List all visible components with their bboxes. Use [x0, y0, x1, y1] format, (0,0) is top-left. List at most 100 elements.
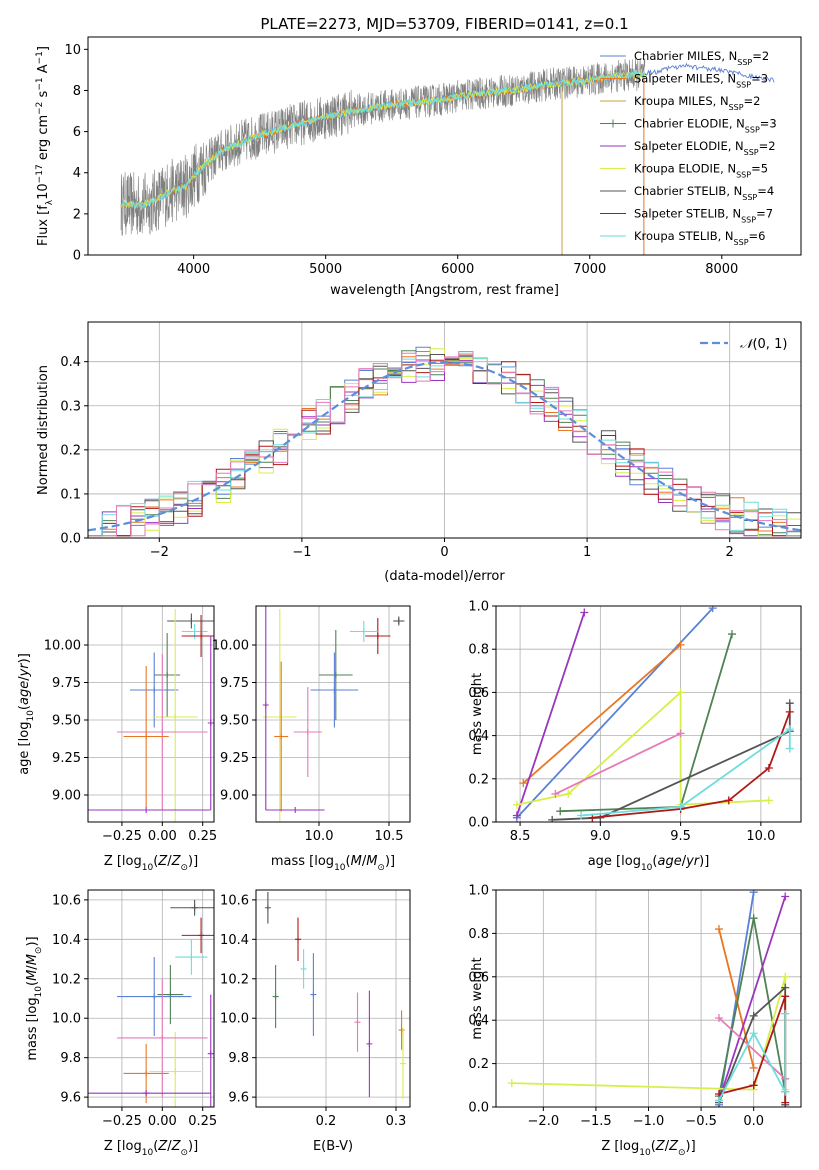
x-axis-label: wavelength [Angstrom, rest frame]: [330, 283, 559, 298]
x-axis-label: Z [log10(Z/Z⊙)]: [104, 854, 198, 873]
point-marker: [300, 965, 307, 972]
error-point: [293, 687, 322, 777]
histogram-line: [88, 348, 801, 537]
weight-line: [555, 732, 681, 795]
error-point: [274, 661, 289, 812]
x-tick-label: −1.5: [580, 1114, 612, 1129]
x-tick-label: −0.25: [102, 1114, 142, 1129]
error-point: [400, 1028, 406, 1100]
panel-mass_vs_Z: −0.25 0.00 0.25 9.6 9.8 10.0 10.2 10.4 10.6 Z [lo…: [25, 889, 217, 1158]
weight-series: [577, 725, 794, 820]
x-axis-label: Z [log10(Z/Z⊙)]: [104, 1139, 198, 1158]
error-point: [157, 964, 184, 1025]
axes-frame: [495, 605, 802, 823]
plot-area-weight_vs_Z: [507, 890, 790, 1107]
point-marker: [292, 807, 299, 813]
point-marker: [198, 633, 205, 639]
weight-marker: [519, 779, 528, 788]
weight-marker: [749, 1029, 758, 1038]
point-marker: [272, 993, 279, 1000]
error-point: [295, 917, 301, 962]
x-axis-label: E(B-V): [313, 1139, 353, 1154]
y-tick-label: 10.4: [52, 933, 81, 948]
error-point: [170, 899, 214, 916]
plot-area-weight_vs_age: [512, 606, 794, 822]
legend-label: Kroupa STELIB, NSSP=6: [634, 229, 765, 247]
weight-marker: [727, 630, 736, 639]
weight-marker: [749, 914, 758, 923]
y-tick-label: 9.50: [52, 714, 81, 729]
weight-line: [718, 896, 787, 1101]
x-axis-label: age [log10(age/yr)]: [588, 854, 710, 873]
error-point: [398, 1010, 405, 1050]
weight-marker: [577, 811, 586, 820]
legend-label: Salpeter STELIB, NSSP=7: [634, 207, 773, 225]
legend-label: Salpeter ELODIE, NSSP=2: [634, 139, 776, 157]
weight-marker: [749, 1063, 758, 1072]
y-tick-label: 10.0: [220, 1012, 249, 1027]
error-point: [117, 957, 192, 1036]
y-tick-label: 9.8: [60, 1051, 81, 1066]
error-point: [167, 613, 214, 629]
x-tick-label: 0.0: [743, 1114, 764, 1129]
weight-line: [552, 703, 791, 821]
weight-line: [516, 690, 769, 806]
point-marker: [207, 720, 214, 726]
point-marker: [331, 687, 338, 693]
weight-marker: [749, 890, 758, 897]
x-tick-label: 9.0: [590, 829, 611, 844]
point-marker: [143, 1090, 150, 1097]
weight-marker: [708, 606, 717, 613]
weight-marker: [676, 729, 685, 738]
axes-frame: [255, 605, 411, 823]
weight-marker: [781, 892, 790, 901]
y-tick-label: 1.0: [468, 884, 489, 899]
weight-marker: [564, 789, 573, 798]
legend-label: Kroupa ELODIE, NSSP=5: [634, 162, 768, 180]
x-tick-label: 0.00: [148, 829, 177, 844]
weight-marker: [676, 802, 685, 811]
x-tick-label: −2: [150, 545, 169, 560]
point-marker: [164, 672, 171, 678]
y-tick-label: 9.75: [220, 676, 249, 691]
error-point: [123, 666, 169, 807]
error-point: [349, 621, 378, 642]
axes-frame: [87, 605, 215, 823]
error-point: [310, 953, 317, 1036]
error-point: [88, 1090, 211, 1097]
y-tick-label: 2: [73, 207, 81, 222]
weight-series: [519, 640, 685, 788]
y-tick-label: 9.25: [220, 751, 249, 766]
y-tick-label: 0.1: [60, 487, 81, 502]
y-tick-label: 0.2: [468, 772, 489, 787]
panel-mass_vs_ebv: 0.2 0.3 9.6 9.8 10.0 10.2 10.4 10.6 E(B-V): [220, 889, 411, 1154]
x-tick-label: −1: [292, 545, 311, 560]
error-point: [310, 652, 359, 728]
panel-age_vs_Z: −0.25 0.00 0.25 9.00 9.25 9.50 9.75 10.00 Z [log…: [17, 605, 217, 873]
y-axis-label: mass weight: [470, 673, 485, 755]
y-tick-label: 0.4: [468, 1014, 489, 1029]
weight-marker: [781, 972, 790, 981]
weight-marker: [781, 1098, 790, 1107]
weight-line: [581, 727, 791, 817]
weight-marker: [749, 1011, 758, 1020]
model-spectrum-line: [120, 71, 645, 211]
point-marker: [354, 1019, 361, 1026]
weight-marker: [785, 699, 794, 708]
error-point: [181, 917, 214, 954]
point-marker: [151, 687, 158, 693]
legend-label: Chabrier STELIB, NSSP=4: [634, 184, 774, 202]
y-tick-label: 9.75: [52, 676, 81, 691]
plot-area-residuals: [88, 346, 801, 537]
y-tick-label: 0.6: [468, 686, 489, 701]
x-tick-label: 0.3: [386, 1114, 407, 1129]
x-tick-label: 0.25: [188, 829, 217, 844]
weight-marker: [551, 789, 560, 798]
y-tick-label: 8: [73, 84, 81, 99]
x-tick-label: 7000: [573, 262, 606, 277]
y-axis-label: mass weight: [470, 957, 485, 1039]
weight-marker: [785, 744, 794, 753]
point-marker: [278, 733, 285, 740]
plot-area-mass_vs_Z: [88, 899, 214, 1107]
